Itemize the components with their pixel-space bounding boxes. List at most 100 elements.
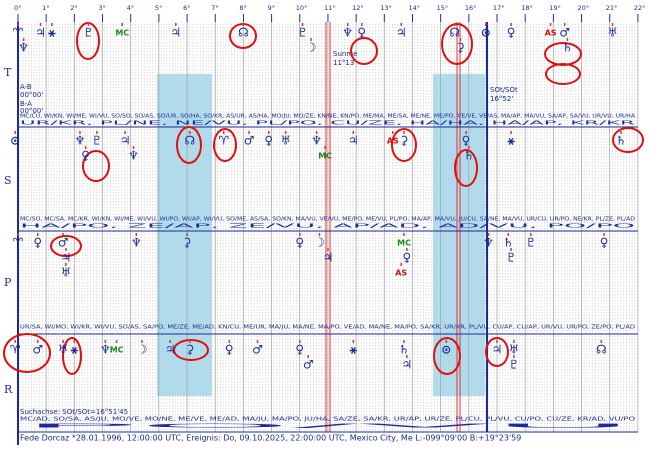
planet-symbol: ♆ — [131, 236, 142, 250]
planet-symbol: ♇ — [525, 236, 536, 250]
midpoint-line: UR/KR, PL/NE, NE/VU, PL/PO, CU/ZE, HA/HA… — [20, 121, 636, 127]
planet-symbol: MC — [110, 346, 124, 355]
footer: Fede Dorcaz *28.01.1996, 12:00:00 UTC, E… — [20, 434, 521, 443]
annotation-circle — [441, 23, 473, 65]
planet-symbol: ♈ — [218, 134, 229, 148]
x-tick-label: 0° — [14, 4, 21, 12]
planet-symbol: ♂ — [58, 236, 69, 250]
annotation-circle — [485, 337, 509, 367]
planet-symbol: ♆ — [100, 343, 111, 357]
x-tick-label: 7° — [211, 4, 218, 12]
planet-symbol: ☽ — [137, 343, 148, 357]
x-tick-label: 2° — [70, 4, 77, 12]
planet-symbol: ♆ — [128, 149, 139, 163]
planet-symbol: ♇ — [506, 251, 517, 265]
annotation-circle — [50, 235, 82, 257]
planet-symbol: ♆ — [311, 134, 322, 148]
planet-symbol: ☊ — [238, 26, 249, 40]
x-tick-label: 15° — [437, 4, 449, 12]
search-axis: Suchachse: SOt/SOt=16°51'45 — [20, 408, 128, 416]
planet-symbol: ♇ — [83, 26, 94, 40]
planet-symbol: ♀ — [462, 134, 471, 148]
planet-symbol: ♃ — [35, 26, 46, 40]
annotation-circle — [391, 128, 417, 162]
annotation-circle — [350, 37, 378, 65]
planet-symbol: AS — [545, 29, 557, 38]
planet-symbol: ♂ — [303, 358, 314, 372]
annotation-circle — [173, 339, 209, 361]
x-tick-label: 9° — [268, 4, 275, 12]
planet-symbol: ♀ — [600, 236, 609, 250]
midpoint-line: MC/AD, SO/SA, AS/JU, MO/VE, MO/NE, ME/VE… — [20, 417, 635, 423]
planet-symbol: ♃ — [165, 343, 176, 357]
x-tick-label: 16° — [465, 4, 477, 12]
annotation-circle — [213, 128, 237, 162]
planet-symbol: ♃ — [61, 251, 72, 265]
planet-symbol: MC — [318, 152, 332, 161]
x-tick-label: 18° — [521, 4, 533, 12]
planet-symbol: ☽ — [306, 41, 317, 55]
planet-symbol: ♆ — [75, 134, 86, 148]
planet-symbol: ♂ — [244, 134, 255, 148]
planet-symbol: ⊙ — [10, 134, 20, 148]
planet-symbol: ♄ — [463, 149, 474, 163]
annotations — [3, 22, 644, 375]
planet-symbol: ♄ — [503, 236, 514, 250]
planet-symbol: ⚹ — [47, 26, 56, 40]
planet-symbol: ♇ — [509, 358, 520, 372]
midpoint-line: HA/PO, ZE/AP, ZE/VU, AP/AD, AD/VU, PO/PO — [20, 224, 635, 230]
annotation-circle — [62, 337, 82, 375]
planet-symbol: ♃ — [396, 26, 407, 40]
midpoint-line: MC/SO, MC/SA, MC/KR, WI/KN, WI/ME, WI/VU… — [20, 217, 635, 223]
planet-symbol: ☊ — [185, 134, 196, 148]
x-tick-label: 1° — [42, 4, 49, 12]
x-tick-label: 3° — [99, 4, 106, 12]
planet-symbol: ♆ — [18, 41, 29, 55]
note: A-B — [20, 83, 32, 91]
planet-symbol: ♈ — [13, 236, 24, 250]
planet-symbol: ⊙ — [481, 26, 491, 40]
planet-symbol: ♃ — [323, 251, 334, 265]
row-label: T — [4, 66, 12, 79]
planet-symbol: ♄ — [616, 134, 627, 148]
midpoint-line: UR/SA, WI/MO, WI/KR, WI/VU, SO/AS, SA/PO… — [20, 325, 635, 331]
planet-symbol: ♈ — [13, 26, 24, 40]
planet-symbol: ☊ — [596, 343, 607, 357]
annotation-circle — [433, 337, 461, 375]
x-tick-label: 11° — [324, 4, 336, 12]
planet-symbol: MC — [115, 29, 129, 38]
planet-symbol: ♀ — [507, 26, 516, 40]
x-tick-label: 20° — [578, 4, 590, 12]
annotation-circle — [454, 149, 478, 187]
planet-symbol: ⚳ — [400, 134, 409, 148]
planet-symbol: ♀ — [33, 236, 42, 250]
planet-symbol: AS — [387, 137, 399, 146]
midpoint-line: MC/CU, WI/KN, WI/ME, WI/VU, SO/SO, SO/AS… — [20, 114, 635, 120]
planet-symbol: ♃ — [492, 343, 503, 357]
highlight — [433, 74, 485, 396]
row-label: R — [4, 383, 13, 396]
planet-symbol: ♀ — [225, 343, 234, 357]
x-tick-label: 14° — [408, 4, 420, 12]
annotation-circle — [545, 63, 581, 85]
x-tick-label: 4° — [127, 4, 134, 12]
planet-symbol: AS — [395, 269, 407, 278]
planet-symbol: ♀ — [295, 236, 304, 250]
x-tick-label: 10° — [296, 4, 308, 12]
note: 16°52' — [490, 95, 513, 103]
planet-symbol: ⚹ — [349, 343, 358, 357]
planet-symbol: ♃ — [120, 134, 131, 148]
planet-symbol: ⚳ — [185, 343, 194, 357]
x-tick-label: 13° — [380, 4, 392, 12]
planet-symbol: ♀ — [264, 134, 273, 148]
planet-symbol: ♆ — [483, 236, 494, 250]
note: 00°00' — [20, 107, 43, 115]
annotation-circle — [612, 127, 644, 153]
planet-symbol: ⚳ — [183, 236, 192, 250]
planet-symbol: ♃ — [170, 26, 181, 40]
planet-symbol: ♃ — [401, 358, 412, 372]
annotation-circle — [3, 333, 51, 373]
row-label: P — [4, 276, 12, 289]
annotation-circle — [176, 126, 202, 164]
